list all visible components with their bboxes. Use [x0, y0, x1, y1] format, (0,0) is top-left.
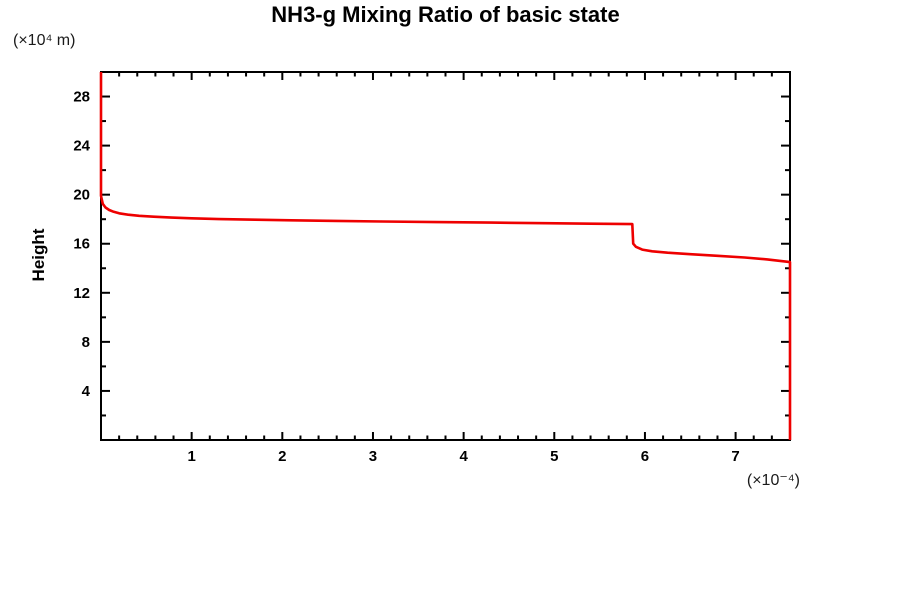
chart-title: NH3-g Mixing Ratio of basic state: [271, 2, 620, 27]
y-tick-label: 16: [73, 236, 90, 253]
x-tick-label: 2: [278, 448, 286, 465]
x-tick-label: 1: [187, 448, 195, 465]
x-tick-label: 6: [641, 448, 649, 465]
data-series-line: [99, 72, 792, 440]
y-tick-label: 20: [73, 187, 90, 204]
x-axis-unit-label: (×10⁻⁴): [746, 472, 800, 489]
plot-border: [100, 71, 791, 441]
y-tick-label: 4: [82, 383, 91, 400]
y-tick-label: 8: [82, 334, 90, 351]
x-tick-label: 4: [459, 448, 468, 465]
x-tick-label: 3: [369, 448, 377, 465]
y-tick-label: 28: [73, 89, 90, 106]
y-tick-label: 24: [73, 138, 90, 155]
x-tick-label: 7: [731, 448, 739, 465]
y-tick-label: 12: [73, 285, 90, 302]
x-tick-label: 5: [550, 448, 558, 465]
y-axis-unit-label: (×10⁴ m): [13, 32, 76, 49]
